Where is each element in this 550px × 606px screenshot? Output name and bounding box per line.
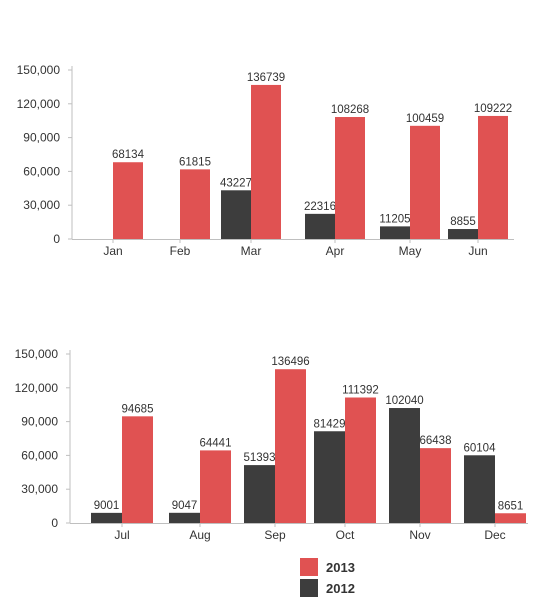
bar-2013 [420,448,451,523]
y-tick-label: 90,000 [23,131,60,145]
chart-panel-jul-dec: 0 30,000 60,000 90,000 120,000 150,000 9001 946… [15,347,528,542]
x-tick-label: Sep [264,528,286,542]
data-label-2012: 102040 [385,395,423,407]
x-tick-label: Aug [189,528,210,542]
data-label-2012: 22316 [304,201,336,213]
x-tick-label: Mar [241,244,262,258]
bar-2012 [448,229,478,239]
data-label-2013: 109222 [474,103,512,115]
x-tick-label: Apr [326,244,345,258]
data-label-2012: 60104 [464,442,497,454]
bar-2013 [275,369,306,523]
data-label-2012: 81429 [314,418,346,430]
bar-2013 [495,513,526,523]
y-tick-label: 60,000 [21,448,58,462]
data-label-2013: 8651 [498,500,524,512]
bar-2012 [305,213,335,239]
y-tick-label: 120,000 [17,97,61,111]
bar-2013 [113,162,143,239]
bar-2013 [410,125,440,239]
data-label-2013: 61815 [179,156,211,168]
bar-2013 [478,115,508,239]
legend: 2013 2012 [300,558,355,597]
y-tick-label: 30,000 [23,198,60,212]
bar-2013 [345,397,376,523]
y-tick-label: 0 [53,232,60,246]
data-label-2012: 8855 [450,216,476,228]
bar-2012 [91,512,122,523]
bar-2012 [464,455,495,523]
bar-2013 [335,117,365,239]
data-label-2013: 66438 [420,435,452,447]
y-tick-label: 0 [51,516,58,530]
bar-2012 [314,431,345,523]
y-tick-label: 30,000 [21,482,58,496]
data-label-2013: 108268 [331,104,369,116]
x-tick-label: May [399,244,422,258]
bar-2013 [180,169,210,239]
data-label-2013: 100459 [406,113,444,125]
legend-label-2013: 2013 [326,560,355,575]
legend-swatch-2013 [300,558,318,576]
x-tick-label: Oct [336,528,355,542]
data-label-2013: 64441 [200,437,232,449]
chart-panel-jan-jun: 0 30,000 60,000 90,000 120,000 150,000 68134 Ja… [17,63,514,258]
bar-2012 [169,512,200,523]
x-tick-label: Jul [114,528,129,542]
data-label-2013: 68134 [112,149,145,161]
y-tick-label: 150,000 [15,347,59,361]
data-label-2013: 136496 [271,356,309,368]
y-tick-label: 90,000 [21,415,58,429]
bar-2013 [200,450,231,523]
y-tick-label: 150,000 [17,63,61,77]
bar-2012 [389,408,420,523]
legend-label-2012: 2012 [326,581,355,596]
y-tick-label: 60,000 [23,164,60,178]
x-tick-label: Jan [103,244,122,258]
x-tick-label: Feb [170,244,191,258]
data-label-2012: 11205 [379,213,410,225]
data-label-2012: 43227 [220,177,252,189]
y-tick-label: 120,000 [15,381,59,395]
data-label-2013: 94685 [122,403,154,415]
data-label-2012: 9001 [94,500,120,512]
data-label-2012: 9047 [172,500,198,512]
data-label-2012: 51393 [244,452,276,464]
data-label-2013: 111392 [342,384,379,396]
data-label-2013: 136739 [247,72,285,84]
legend-swatch-2012 [300,579,318,597]
bar-2012 [221,190,251,239]
x-tick-label: Dec [484,528,505,542]
bar-2013 [122,416,153,523]
bar-2012 [380,226,410,239]
x-tick-label: Nov [409,528,430,542]
x-tick-label: Jun [468,244,487,258]
bar-2013 [251,84,281,239]
bar-2012 [244,465,275,523]
